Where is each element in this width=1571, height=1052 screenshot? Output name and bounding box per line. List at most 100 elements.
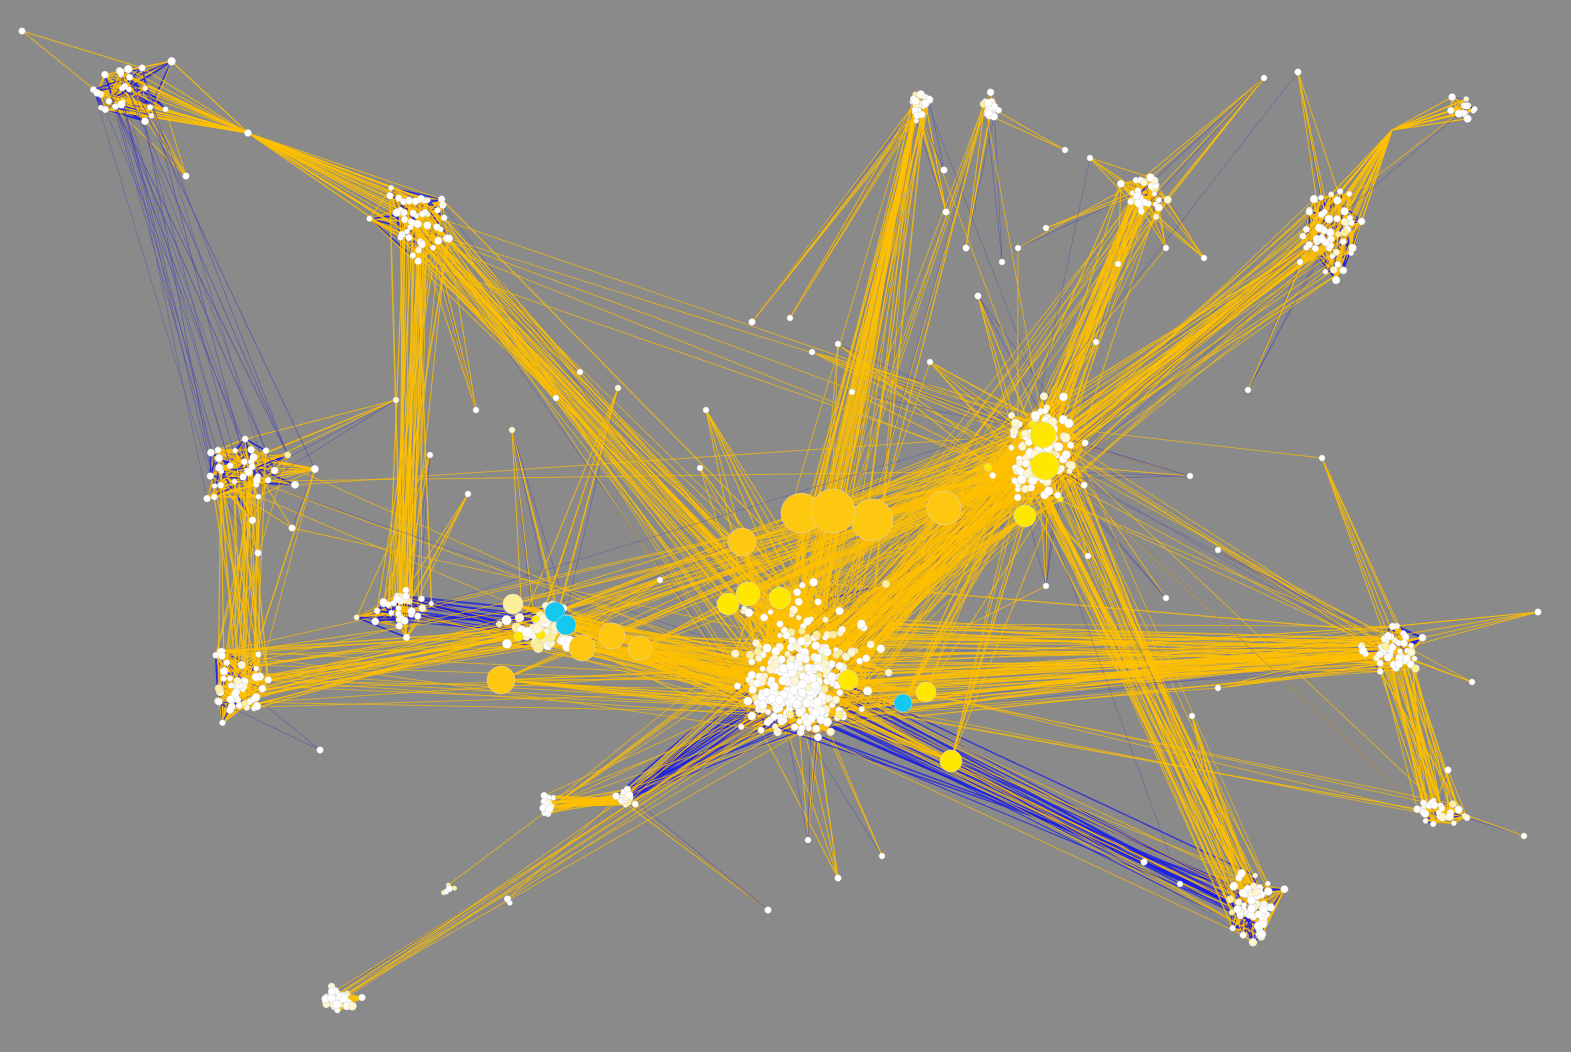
graph-node[interactable] xyxy=(612,792,620,800)
graph-node[interactable] xyxy=(1381,642,1390,651)
graph-node[interactable] xyxy=(404,228,410,235)
graph-node[interactable] xyxy=(254,549,262,557)
graph-node[interactable] xyxy=(411,197,420,206)
graph-node[interactable] xyxy=(789,686,798,695)
graph-node[interactable] xyxy=(503,895,512,903)
graph-node[interactable] xyxy=(625,790,634,800)
graph-node[interactable] xyxy=(1324,214,1334,224)
graph-node[interactable] xyxy=(220,675,227,682)
graph-node[interactable] xyxy=(797,687,807,697)
graph-node[interactable] xyxy=(472,406,480,414)
graph-node[interactable] xyxy=(974,292,982,300)
graph-node[interactable] xyxy=(803,617,812,626)
graph-node[interactable] xyxy=(244,468,253,477)
graph-node[interactable] xyxy=(1309,194,1319,204)
graph-node[interactable] xyxy=(998,258,1006,266)
graph-node[interactable] xyxy=(1061,432,1071,443)
graph-node[interactable] xyxy=(1463,114,1472,123)
graph-node[interactable] xyxy=(226,695,235,704)
graph-node[interactable] xyxy=(409,252,417,259)
graph-node[interactable] xyxy=(747,711,757,721)
graph-node[interactable] xyxy=(207,448,215,457)
graph-node[interactable] xyxy=(834,874,842,882)
graph-node[interactable] xyxy=(1449,800,1457,808)
graph-node[interactable] xyxy=(797,724,806,733)
graph-node[interactable] xyxy=(1471,106,1478,113)
graph-node[interactable] xyxy=(814,733,822,742)
graph-node[interactable] xyxy=(358,993,366,1002)
graph-node[interactable] xyxy=(770,659,781,669)
graph-node[interactable] xyxy=(837,669,859,691)
graph-node[interactable] xyxy=(428,600,435,607)
graph-node[interactable] xyxy=(1146,173,1155,182)
graph-node[interactable] xyxy=(226,675,234,682)
graph-node[interactable] xyxy=(774,695,785,705)
graph-node[interactable] xyxy=(513,631,524,642)
graph-node[interactable] xyxy=(253,665,259,672)
graph-node[interactable] xyxy=(1237,869,1246,878)
graph-node[interactable] xyxy=(790,723,799,731)
graph-node[interactable] xyxy=(1008,444,1015,451)
graph-node[interactable] xyxy=(1418,633,1427,642)
graph-node[interactable] xyxy=(1314,223,1324,232)
graph-node[interactable] xyxy=(339,994,349,1003)
graph-node[interactable] xyxy=(1214,684,1222,692)
graph-node[interactable] xyxy=(540,791,548,800)
graph-node[interactable] xyxy=(769,681,779,692)
graph-node[interactable] xyxy=(1260,74,1268,82)
graph-node[interactable] xyxy=(353,614,360,621)
graph-node[interactable] xyxy=(258,684,267,693)
graph-node[interactable] xyxy=(939,749,963,773)
graph-node[interactable] xyxy=(807,673,818,683)
graph-node[interactable] xyxy=(812,724,821,733)
graph-node[interactable] xyxy=(893,693,913,713)
graph-node[interactable] xyxy=(1463,814,1471,822)
graph-node[interactable] xyxy=(217,481,225,489)
graph-node[interactable] xyxy=(1044,486,1054,496)
graph-node[interactable] xyxy=(810,488,856,534)
graph-node[interactable] xyxy=(770,712,778,721)
graph-node[interactable] xyxy=(244,129,252,137)
graph-node[interactable] xyxy=(1346,190,1353,197)
graph-node[interactable] xyxy=(787,655,796,663)
graph-node[interactable] xyxy=(264,676,272,684)
graph-node[interactable] xyxy=(347,1001,357,1011)
graph-node[interactable] xyxy=(795,614,802,621)
graph-node[interactable] xyxy=(1084,552,1092,560)
graph-node[interactable] xyxy=(743,696,753,706)
graph-node[interactable] xyxy=(1357,217,1366,226)
graph-node[interactable] xyxy=(237,660,246,670)
graph-node[interactable] xyxy=(1333,215,1341,223)
graph-node[interactable] xyxy=(1186,472,1194,480)
graph-node[interactable] xyxy=(247,445,255,454)
graph-node[interactable] xyxy=(437,195,446,203)
graph-node[interactable] xyxy=(502,638,512,649)
graph-node[interactable] xyxy=(264,477,272,484)
graph-node[interactable] xyxy=(1009,426,1019,436)
graph-node[interactable] xyxy=(764,906,772,914)
graph-node[interactable] xyxy=(863,686,873,696)
graph-node[interactable] xyxy=(748,685,757,695)
graph-node[interactable] xyxy=(393,595,401,604)
graph-node[interactable] xyxy=(827,672,837,682)
graph-node[interactable] xyxy=(763,718,772,727)
graph-node[interactable] xyxy=(252,702,262,711)
graph-node[interactable] xyxy=(219,719,226,726)
graph-node[interactable] xyxy=(1081,439,1089,447)
graph-node[interactable] xyxy=(1340,227,1349,237)
graph-node[interactable] xyxy=(1066,441,1075,449)
graph-node[interactable] xyxy=(915,681,937,703)
graph-node[interactable] xyxy=(402,586,410,594)
graph-node[interactable] xyxy=(371,617,380,626)
graph-node[interactable] xyxy=(866,640,875,649)
graph-node[interactable] xyxy=(913,118,919,124)
graph-node[interactable] xyxy=(767,609,774,615)
graph-node[interactable] xyxy=(252,693,261,702)
graph-node[interactable] xyxy=(214,446,222,454)
graph-node[interactable] xyxy=(418,240,426,249)
graph-node[interactable] xyxy=(1447,106,1455,115)
graph-node[interactable] xyxy=(418,595,425,603)
graph-node[interactable] xyxy=(822,666,831,676)
graph-node[interactable] xyxy=(1030,410,1041,421)
graph-node[interactable] xyxy=(804,836,812,844)
